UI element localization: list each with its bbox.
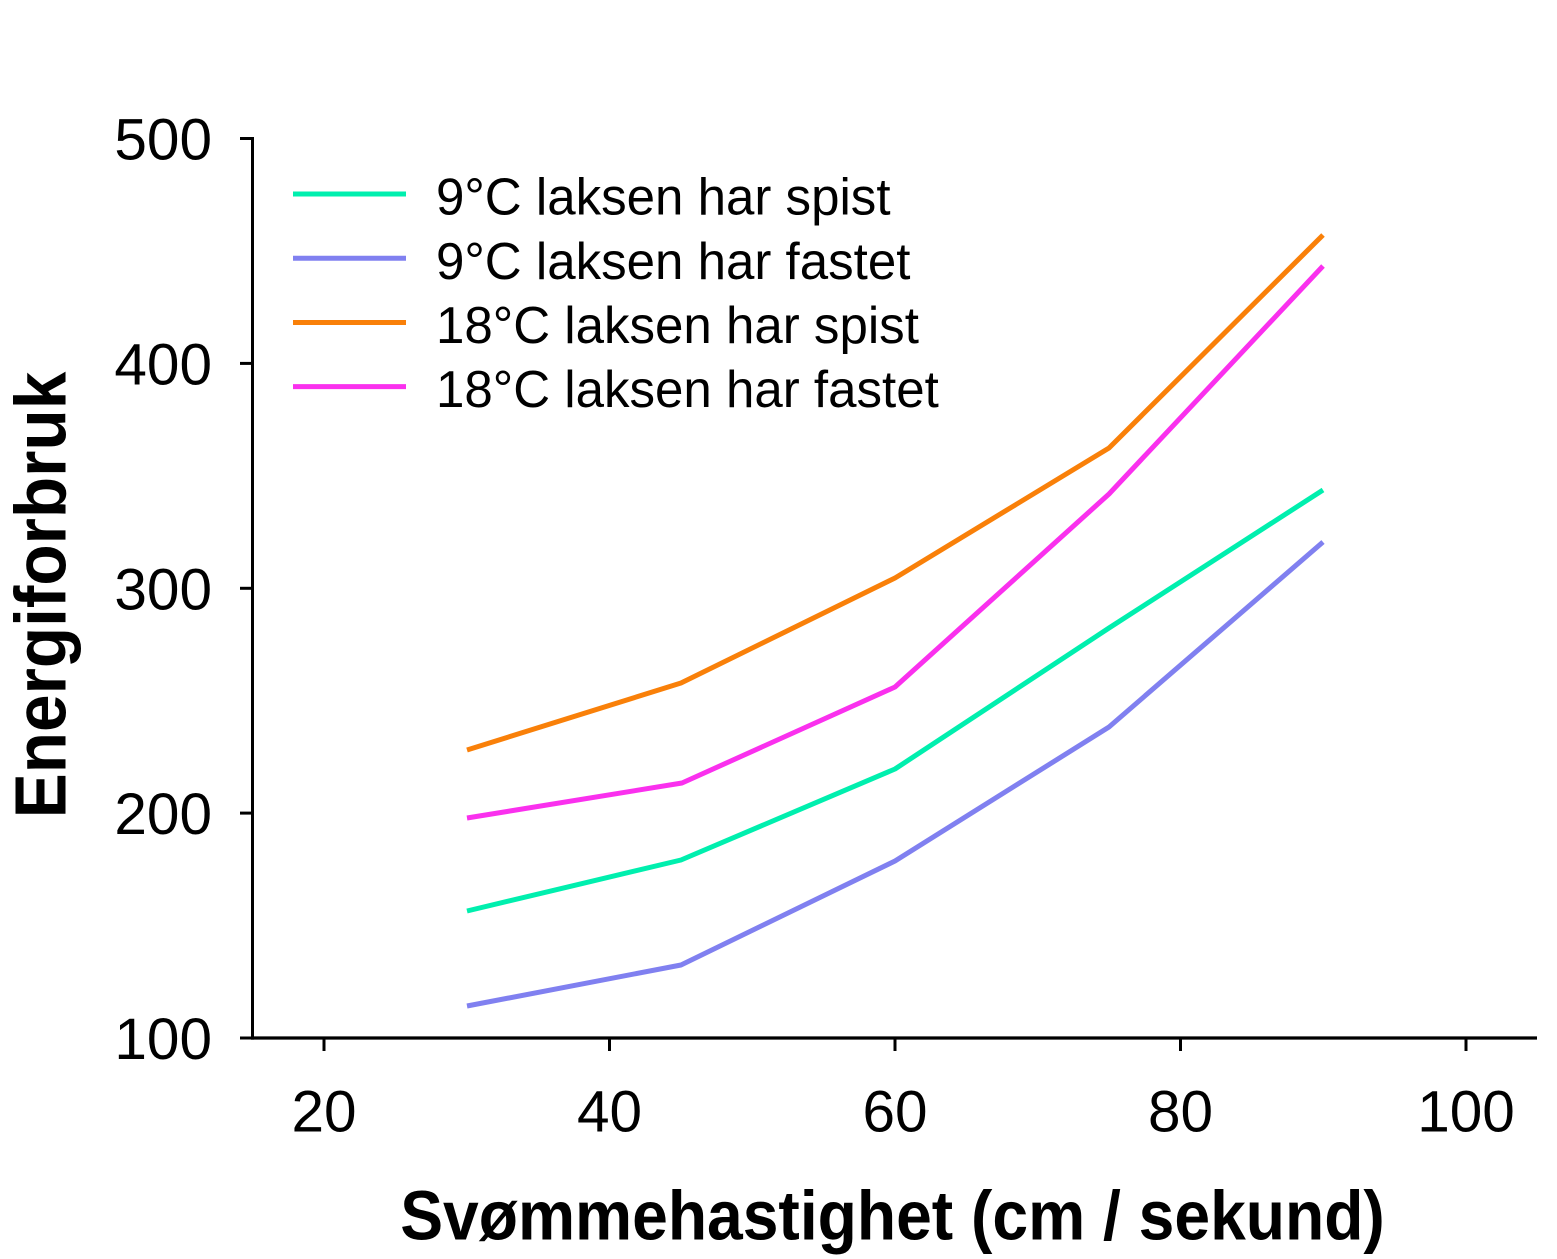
svg-text:9°C laksen har spist: 9°C laksen har spist <box>436 167 891 226</box>
svg-text:200: 200 <box>114 782 212 847</box>
svg-text:18°C laksen har spist: 18°C laksen har spist <box>436 296 919 355</box>
svg-text:80: 80 <box>1148 1080 1213 1145</box>
svg-text:300: 300 <box>114 557 212 622</box>
svg-text:9°C laksen har fastet: 9°C laksen har fastet <box>436 231 910 290</box>
svg-text:500: 500 <box>114 108 212 173</box>
svg-text:40: 40 <box>577 1080 642 1145</box>
svg-text:18°C laksen har fastet: 18°C laksen har fastet <box>436 360 939 419</box>
svg-text:Energiforbruk: Energiforbruk <box>0 372 80 819</box>
svg-text:100: 100 <box>1417 1080 1515 1145</box>
svg-text:400: 400 <box>114 332 212 397</box>
svg-text:60: 60 <box>862 1080 927 1145</box>
svg-text:20: 20 <box>291 1080 356 1145</box>
svg-text:100: 100 <box>114 1007 212 1072</box>
svg-text:Svømmehastighet (cm / sekund): Svømmehastighet (cm / sekund) <box>400 1177 1385 1255</box>
